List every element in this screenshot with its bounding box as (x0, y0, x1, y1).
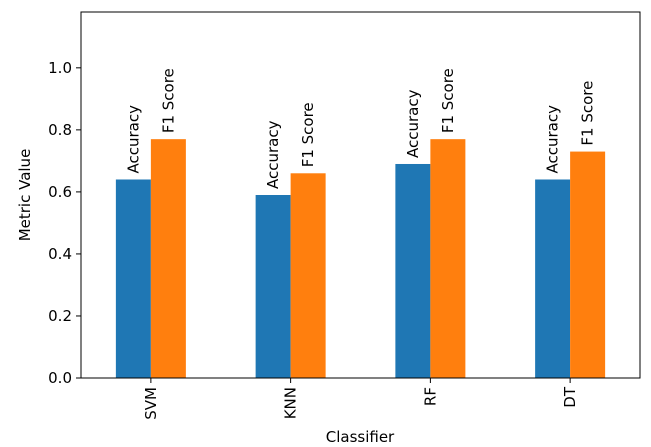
bar-svm-f1-score (150, 139, 186, 378)
x-tick-label-svm: SVM (142, 387, 160, 420)
y-tick-label: 0.8 (48, 121, 72, 139)
bar-svm-accuracy (115, 179, 151, 378)
x-tick-label-dt: DT (561, 386, 579, 408)
bar-labels-layer: Accuracy F1 Score Accuracy F1 Score Accuracy… (124, 68, 596, 189)
bar-label-rf-f1-score: F1 Score (439, 68, 457, 133)
bar-rf-f1-score (430, 139, 466, 378)
y-axis-label: Metric Value (16, 149, 34, 242)
y-tick-label: 0.4 (48, 245, 72, 263)
y-tick-label: 0.2 (48, 307, 72, 325)
bar-label-knn-accuracy: Accuracy (264, 120, 282, 189)
bar-knn-accuracy (255, 195, 291, 378)
x-tick-label-rf: RF (421, 387, 439, 406)
x-tick-label-knn: KNN (282, 387, 300, 419)
bar-label-dt-f1-score: F1 Score (579, 81, 597, 146)
bar-label-knn-f1-score: F1 Score (299, 102, 317, 167)
bar-label-svm-f1-score: F1 Score (159, 68, 177, 133)
bar-rf-accuracy (395, 163, 431, 378)
bar-dt-accuracy (535, 179, 571, 378)
bar-dt-f1-score (570, 151, 606, 378)
bar-label-svm-accuracy: Accuracy (124, 105, 142, 174)
y-tick-label: 1.0 (48, 59, 72, 77)
bar-label-dt-accuracy: Accuracy (544, 105, 562, 174)
x-axis-ticks: SVM KNN RF DT (142, 378, 579, 420)
x-axis-label: Classifier (326, 428, 395, 446)
y-tick-label: 0.0 (48, 369, 72, 387)
y-tick-label: 0.6 (48, 183, 72, 201)
plot-frame (80, 11, 641, 379)
bar-label-rf-accuracy: Accuracy (404, 89, 422, 158)
y-axis-ticks: 0.0 0.2 0.4 0.6 0.8 1.0 (48, 59, 81, 387)
bar-knn-f1-score (290, 173, 326, 378)
bars-layer (115, 139, 606, 378)
